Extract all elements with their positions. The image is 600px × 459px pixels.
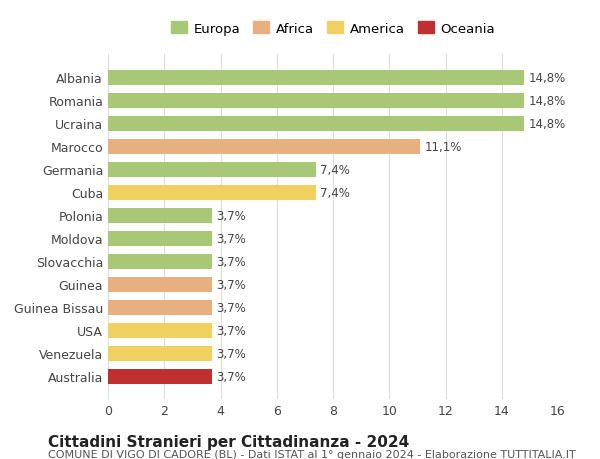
Text: 7,4%: 7,4% <box>320 163 350 176</box>
Text: 11,1%: 11,1% <box>424 140 462 153</box>
Text: 14,8%: 14,8% <box>529 118 566 130</box>
Text: 3,7%: 3,7% <box>216 347 246 360</box>
Text: 14,8%: 14,8% <box>529 95 566 107</box>
Bar <box>108 323 212 338</box>
Bar <box>108 71 524 86</box>
Text: 3,7%: 3,7% <box>216 209 246 222</box>
Bar <box>108 185 316 200</box>
Text: 3,7%: 3,7% <box>216 370 246 383</box>
Text: 14,8%: 14,8% <box>529 72 566 84</box>
Legend: Europa, Africa, America, Oceania: Europa, Africa, America, Oceania <box>166 17 500 41</box>
Bar <box>108 208 212 223</box>
Bar <box>108 162 316 177</box>
Text: 3,7%: 3,7% <box>216 232 246 245</box>
Text: 3,7%: 3,7% <box>216 324 246 337</box>
Bar <box>108 277 212 292</box>
Text: 3,7%: 3,7% <box>216 255 246 268</box>
Text: Cittadini Stranieri per Cittadinanza - 2024: Cittadini Stranieri per Cittadinanza - 2… <box>48 434 409 449</box>
Text: COMUNE DI VIGO DI CADORE (BL) - Dati ISTAT al 1° gennaio 2024 - Elaborazione TUT: COMUNE DI VIGO DI CADORE (BL) - Dati IST… <box>48 449 576 459</box>
Bar <box>108 254 212 269</box>
Bar <box>108 94 524 109</box>
Text: 3,7%: 3,7% <box>216 301 246 314</box>
Text: 3,7%: 3,7% <box>216 278 246 291</box>
Bar <box>108 346 212 361</box>
Bar <box>108 140 420 154</box>
Text: 7,4%: 7,4% <box>320 186 350 199</box>
Bar <box>108 117 524 131</box>
Bar <box>108 369 212 384</box>
Bar <box>108 300 212 315</box>
Bar <box>108 231 212 246</box>
